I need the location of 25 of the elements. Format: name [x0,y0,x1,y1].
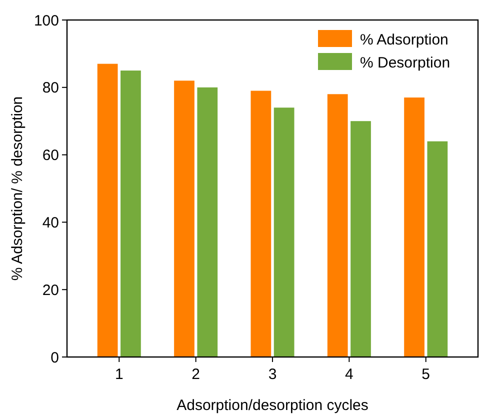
bar [404,98,424,357]
x-tick-label: 1 [114,366,124,383]
legend-label: % Adsorption [360,31,448,48]
bar [250,90,272,357]
bar [120,70,141,357]
legend-label: % Desorption [360,54,450,72]
bar [197,87,218,357]
bar [350,121,371,357]
x-axis-title: Adsorption/desorption cycles [176,397,368,414]
bar [174,80,194,357]
x-tick-label: 4 [345,366,354,383]
y-tick-label: 60 [42,147,59,164]
y-tick-label: 100 [34,12,59,30]
y-axis-title: % Adsorption/ % desorption [9,96,26,281]
y-tick-label: 80 [42,80,59,97]
bar [427,141,448,357]
y-tick-label: 0 [50,349,59,366]
y-tick-label: 20 [42,282,59,299]
bar [97,64,118,357]
bar [327,94,348,357]
x-tick-label: 5 [422,366,430,383]
x-tick-label: 3 [268,366,277,383]
y-tick-label: 40 [42,214,59,232]
x-tick-label: 2 [192,366,200,383]
bar [274,108,294,357]
